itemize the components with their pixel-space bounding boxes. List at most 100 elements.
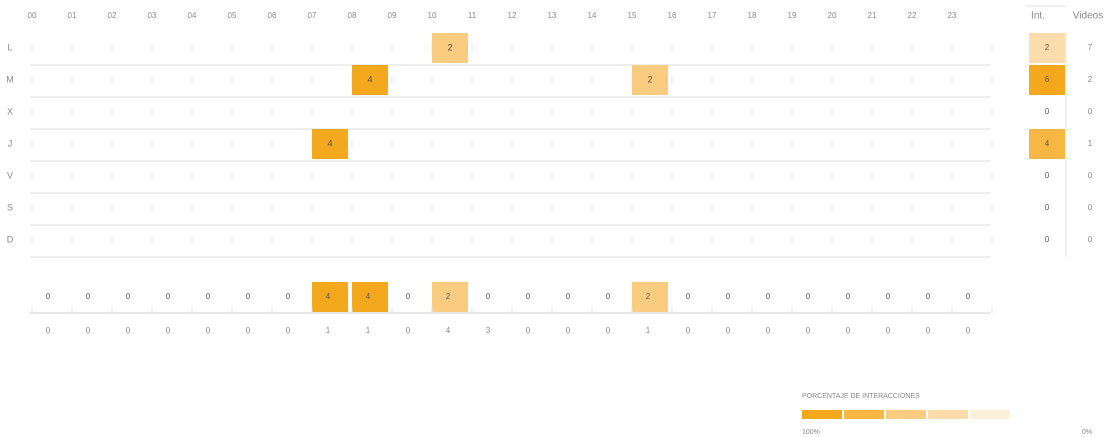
hour-label: 18 (748, 11, 757, 20)
cell-label: 2 (647, 74, 652, 84)
legend-swatch (844, 410, 884, 419)
hour-label: 16 (668, 11, 677, 20)
hour-label: 13 (548, 11, 557, 20)
hour-int-value: 0 (86, 292, 91, 301)
hour-label: 03 (148, 11, 157, 20)
int-value: 0 (1045, 235, 1050, 244)
int-header: Int. (1031, 11, 1045, 22)
hour-video-value: 1 (366, 326, 371, 335)
hour-video-value: 0 (286, 326, 291, 335)
hour-int-value: 0 (246, 292, 251, 301)
legend-swatch (802, 410, 842, 419)
legend-max: 100% (802, 429, 820, 436)
hour-int-cell (312, 282, 348, 312)
hour-label: 22 (908, 11, 917, 20)
hour-video-value: 1 (326, 326, 331, 335)
hour-int-value: 4 (326, 292, 331, 301)
day-label: V (7, 170, 13, 180)
int-cell (1029, 65, 1065, 95)
hour-int-value: 2 (646, 292, 651, 301)
hour-int-value: 2 (446, 292, 451, 301)
hour-label: 10 (428, 11, 437, 20)
hour-video-value: 3 (486, 326, 491, 335)
video-value: 2 (1088, 75, 1093, 84)
hour-label: 19 (788, 11, 797, 20)
hour-int-value: 0 (806, 292, 811, 301)
hour-int-cell (352, 282, 388, 312)
int-value: 4 (1045, 139, 1050, 148)
int-value: 0 (1045, 171, 1050, 180)
hour-video-value: 0 (766, 326, 771, 335)
hour-label: 20 (828, 11, 837, 20)
day-label: L (7, 42, 12, 52)
hour-int-value: 0 (846, 292, 851, 301)
hour-int-cell (432, 282, 468, 312)
hour-video-value: 1 (646, 326, 651, 335)
hour-int-value: 0 (886, 292, 891, 301)
cell-label: 4 (367, 74, 372, 84)
hour-label: 02 (108, 11, 117, 20)
hour-label: 08 (348, 11, 357, 20)
hour-int-value: 0 (726, 292, 731, 301)
heat-cell (352, 65, 388, 95)
hour-int-value: 0 (686, 292, 691, 301)
hour-label: 21 (868, 11, 877, 20)
int-value: 0 (1045, 203, 1050, 212)
hour-video-value: 0 (606, 326, 611, 335)
day-label: J (8, 138, 13, 148)
cell-label: 4 (327, 138, 332, 148)
hour-video-value: 0 (86, 326, 91, 335)
hour-label: 04 (188, 11, 197, 20)
hour-int-cell (632, 282, 668, 312)
heat-cell (432, 33, 468, 63)
hour-label: 23 (948, 11, 957, 20)
hour-label: 11 (468, 11, 477, 20)
legend-swatch (970, 410, 1010, 419)
hour-video-value: 0 (966, 326, 971, 335)
video-value: 0 (1088, 235, 1093, 244)
video-value: 1 (1088, 139, 1093, 148)
hour-label: 17 (708, 11, 717, 20)
day-label: X (7, 106, 13, 116)
hour-int-value: 0 (46, 292, 51, 301)
hour-int-value: 0 (926, 292, 931, 301)
hour-int-value: 4 (366, 292, 371, 301)
hour-label: 00 (28, 11, 37, 20)
hour-int-value: 0 (486, 292, 491, 301)
videos-header: Videos (1073, 11, 1103, 22)
hour-int-value: 0 (406, 292, 411, 301)
video-value: 0 (1088, 171, 1093, 180)
hour-label: 05 (228, 11, 237, 20)
heat-cell (632, 65, 668, 95)
day-label: D (7, 234, 14, 244)
hour-video-value: 0 (526, 326, 531, 335)
int-cell (1029, 33, 1065, 63)
hour-video-value: 0 (806, 326, 811, 335)
hour-int-value: 0 (166, 292, 171, 301)
cell-label: 2 (447, 42, 452, 52)
hour-int-value: 0 (286, 292, 291, 301)
hour-video-value: 0 (166, 326, 171, 335)
hour-int-value: 0 (206, 292, 211, 301)
hour-label: 09 (388, 11, 397, 20)
hour-label: 01 (68, 11, 77, 20)
hour-video-value: 0 (726, 326, 731, 335)
hour-int-value: 0 (766, 292, 771, 301)
video-value: 0 (1088, 203, 1093, 212)
hour-int-value: 0 (966, 292, 971, 301)
hour-video-value: 0 (246, 326, 251, 335)
video-value: 0 (1088, 107, 1093, 116)
hour-video-value: 0 (406, 326, 411, 335)
day-label: S (7, 202, 13, 212)
legend-swatch (886, 410, 926, 419)
hour-video-value: 0 (126, 326, 131, 335)
hour-video-value: 4 (446, 326, 451, 335)
hour-int-value: 0 (526, 292, 531, 301)
int-value: 0 (1045, 107, 1050, 116)
hour-video-value: 0 (566, 326, 571, 335)
hour-label: 14 (588, 11, 597, 20)
hour-video-value: 0 (846, 326, 851, 335)
hour-label: 12 (508, 11, 517, 20)
day-label: M (6, 74, 14, 84)
